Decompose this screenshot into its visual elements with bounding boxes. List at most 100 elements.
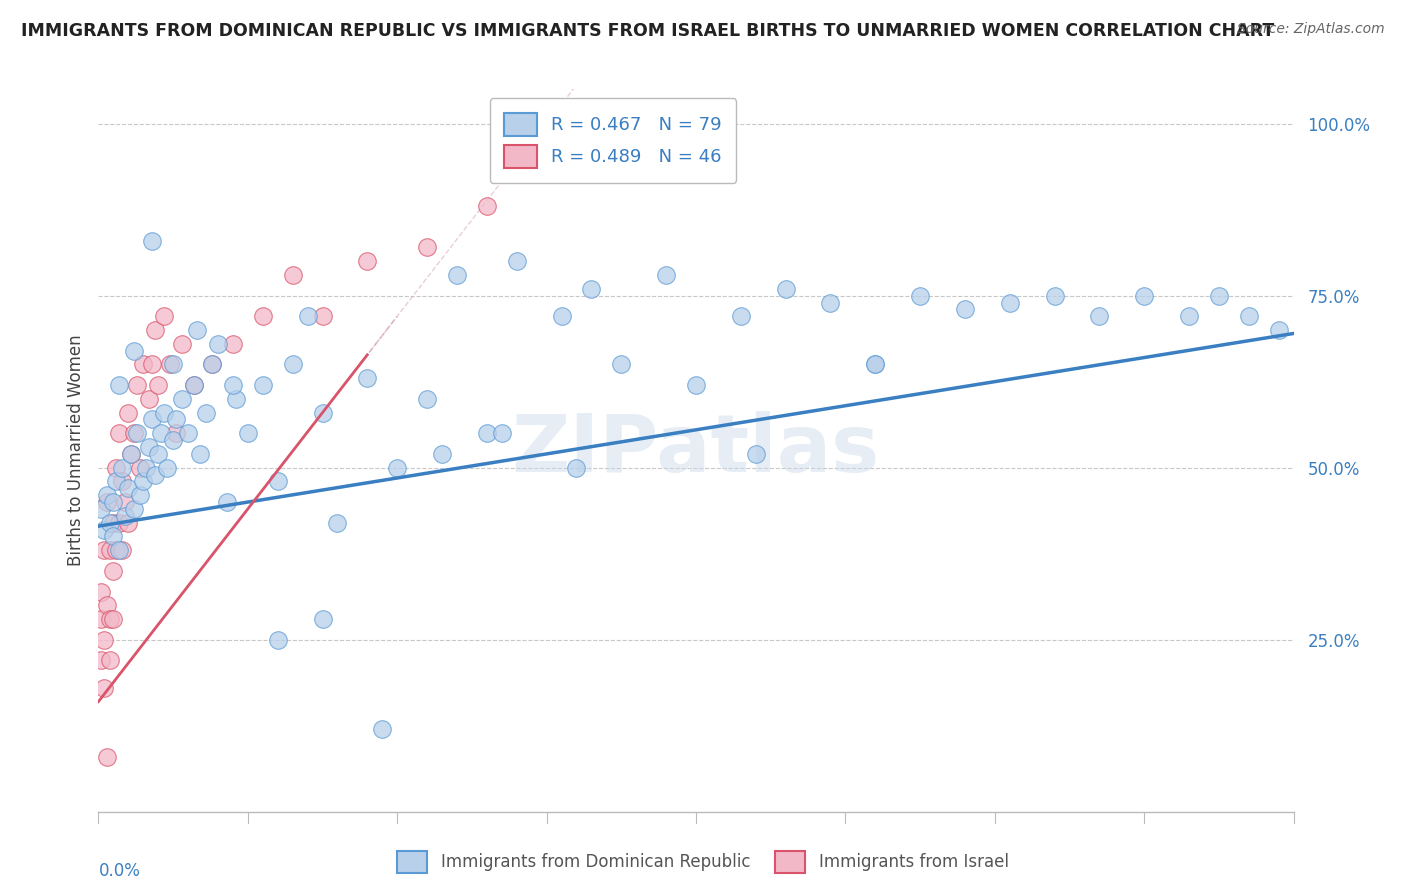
Point — [953, 302, 976, 317]
Point — [120, 447, 142, 461]
Point — [105, 460, 128, 475]
Point — [108, 543, 131, 558]
Point — [114, 495, 136, 509]
Point — [148, 447, 170, 461]
Point — [165, 412, 187, 426]
Legend: R = 0.467   N = 79, R = 0.489   N = 46: R = 0.467 N = 79, R = 0.489 N = 46 — [489, 98, 737, 183]
Point — [820, 295, 842, 310]
Point — [172, 336, 194, 351]
Point — [371, 722, 394, 736]
Point — [143, 323, 166, 337]
Point — [252, 310, 274, 324]
Point — [143, 467, 166, 482]
Point — [356, 371, 378, 385]
Point — [685, 378, 707, 392]
Point — [98, 516, 122, 530]
Point — [117, 516, 139, 530]
Text: IMMIGRANTS FROM DOMINICAN REPUBLIC VS IMMIGRANTS FROM ISRAEL BIRTHS TO UNMARRIED: IMMIGRANTS FROM DOMINICAN REPUBLIC VS IM… — [21, 22, 1274, 40]
Point — [1208, 288, 1230, 302]
Point — [311, 406, 333, 420]
Point — [96, 599, 118, 613]
Point — [1267, 323, 1289, 337]
Point — [311, 310, 333, 324]
Point — [114, 508, 136, 523]
Point — [156, 460, 179, 475]
Point — [153, 310, 176, 324]
Legend: Immigrants from Dominican Republic, Immigrants from Israel: Immigrants from Dominican Republic, Immi… — [391, 845, 1015, 880]
Point — [998, 295, 1021, 310]
Point — [103, 516, 125, 530]
Point — [446, 268, 468, 282]
Point — [141, 412, 163, 426]
Point — [267, 632, 290, 647]
Point — [195, 406, 218, 420]
Point — [550, 310, 572, 324]
Point — [162, 433, 184, 447]
Point — [105, 475, 128, 489]
Point — [172, 392, 194, 406]
Point — [141, 234, 163, 248]
Point — [153, 406, 176, 420]
Point — [416, 240, 439, 254]
Point — [430, 447, 453, 461]
Point — [117, 406, 139, 420]
Point — [127, 426, 149, 441]
Point — [1178, 310, 1201, 324]
Point — [865, 358, 887, 372]
Point — [183, 378, 205, 392]
Point — [108, 516, 131, 530]
Point — [222, 378, 245, 392]
Point — [215, 495, 238, 509]
Text: 0.0%: 0.0% — [98, 863, 141, 880]
Point — [165, 426, 187, 441]
Point — [201, 358, 224, 372]
Point — [267, 475, 290, 489]
Point — [297, 310, 319, 324]
Point — [127, 378, 149, 392]
Point — [108, 378, 131, 392]
Point — [581, 282, 603, 296]
Point — [124, 502, 146, 516]
Point — [129, 460, 152, 475]
Point — [475, 426, 498, 441]
Point — [96, 495, 118, 509]
Point — [177, 426, 200, 441]
Point — [356, 254, 378, 268]
Point — [129, 488, 152, 502]
Point — [111, 543, 134, 558]
Point — [124, 426, 146, 441]
Point — [565, 460, 588, 475]
Point — [475, 199, 498, 213]
Point — [865, 358, 887, 372]
Point — [93, 543, 115, 558]
Point — [98, 543, 122, 558]
Point — [183, 378, 205, 392]
Point — [117, 481, 139, 495]
Point — [1133, 288, 1156, 302]
Point — [98, 653, 122, 667]
Point — [252, 378, 274, 392]
Point — [90, 584, 112, 599]
Point — [311, 612, 333, 626]
Point — [416, 392, 439, 406]
Point — [103, 495, 125, 509]
Point — [1237, 310, 1260, 324]
Text: ZIPatlas: ZIPatlas — [512, 411, 880, 490]
Point — [132, 358, 155, 372]
Point — [188, 447, 211, 461]
Point — [98, 612, 122, 626]
Point — [138, 392, 160, 406]
Point — [222, 336, 245, 351]
Point — [150, 426, 173, 441]
Point — [90, 612, 112, 626]
Text: Source: ZipAtlas.com: Source: ZipAtlas.com — [1237, 22, 1385, 37]
Point — [1088, 310, 1111, 324]
Point — [491, 426, 513, 441]
Point — [225, 392, 247, 406]
Point — [120, 447, 142, 461]
Point — [610, 358, 633, 372]
Point — [281, 358, 304, 372]
Point — [236, 426, 259, 441]
Point — [96, 749, 118, 764]
Point — [159, 358, 181, 372]
